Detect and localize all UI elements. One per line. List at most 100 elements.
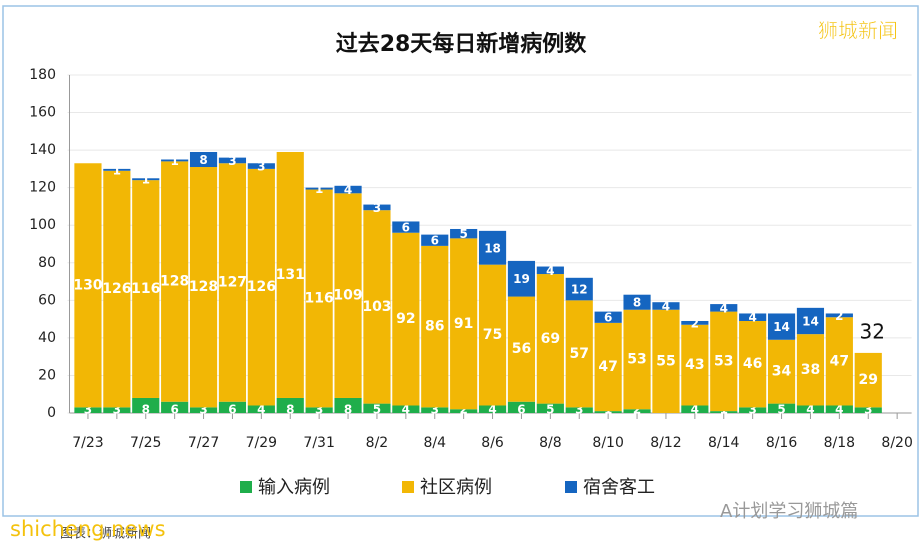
x-tick-label: 8/18 [824, 435, 855, 451]
bar-segment [854, 407, 882, 413]
data-label: 127 [218, 274, 247, 290]
bar-segment [334, 397, 362, 413]
x-tick-label: 8/14 [708, 435, 740, 451]
bar-segment [218, 163, 247, 402]
data-label: 3 [315, 403, 323, 417]
bar-segment [507, 260, 536, 297]
bar-segment [478, 264, 507, 406]
bar-segment [825, 317, 853, 406]
data-label: 56 [512, 341, 531, 357]
data-label: 4 [257, 403, 265, 417]
legend-swatch [565, 481, 577, 493]
data-label: 128 [189, 279, 218, 295]
data-label: 6 [604, 311, 612, 325]
source-note: 图表：狮城新闻 [60, 526, 151, 542]
bar-segment [681, 324, 709, 406]
bar-segment [305, 189, 333, 408]
x-tick-label: 8/8 [539, 435, 562, 451]
bar-segment [594, 322, 622, 412]
bar-segment [536, 403, 564, 413]
y-tick-label: 60 [38, 292, 56, 308]
bar-segment [450, 228, 478, 239]
data-label: 8 [633, 296, 641, 310]
data-label: 2 [691, 316, 699, 330]
data-label: 3 [748, 403, 756, 417]
y-tick-label: 20 [38, 367, 56, 383]
data-label: 126 [247, 279, 276, 295]
bar-segment [796, 307, 825, 335]
bar-segment [218, 401, 247, 413]
x-tick-label: 8/12 [650, 435, 681, 451]
data-label: 4 [835, 403, 843, 417]
bar-segment [392, 405, 420, 413]
bar-segment [161, 161, 189, 402]
data-label: 92 [396, 311, 415, 327]
data-label: 34 [772, 364, 792, 380]
bar-segment [854, 352, 882, 408]
data-label: 91 [454, 316, 473, 332]
bar-segment [421, 407, 449, 413]
bar-segment [681, 405, 709, 413]
bar-segment [825, 313, 853, 318]
x-tick-label: 8/6 [481, 435, 504, 451]
bar-segment [796, 334, 825, 406]
bar-segment [218, 157, 247, 164]
bar-segment [305, 187, 333, 190]
data-label: 75 [483, 327, 502, 343]
data-label: 4 [402, 403, 410, 417]
bar-segment [392, 221, 420, 233]
data-label: 4 [748, 311, 756, 325]
data-label: 43 [685, 357, 704, 373]
data-label: 1 [142, 173, 150, 187]
bar-segment [796, 405, 825, 413]
x-tick-label: 8/20 [881, 435, 912, 451]
data-label: 5 [546, 403, 554, 417]
data-label: 3 [228, 154, 236, 168]
y-tick-label: 160 [29, 105, 56, 121]
bar-segment [710, 311, 738, 412]
bar-segment [594, 411, 622, 413]
bar-segment [710, 411, 738, 413]
bar-segment [276, 397, 304, 413]
bar-segment [450, 409, 478, 413]
data-label: 3 [864, 403, 872, 417]
bar-segment [421, 234, 449, 246]
bar-segment [594, 311, 622, 323]
x-tick-label: 7/29 [246, 435, 277, 451]
bar-segment [363, 210, 391, 404]
data-label: 2 [835, 309, 843, 323]
watermark: shicheng.news [10, 517, 166, 541]
bar-segment [623, 409, 651, 413]
data-label: 3 [84, 403, 92, 417]
bar-segment [450, 238, 478, 410]
legend-label: 社区病例 [420, 477, 492, 498]
y-tick-label: 80 [38, 255, 56, 271]
bar-segment [132, 397, 160, 413]
x-tick-label: 7/25 [130, 435, 161, 451]
bar-segment [421, 245, 449, 408]
data-label: 47 [598, 359, 617, 375]
data-label: 19 [513, 272, 530, 286]
bar-segment [739, 320, 767, 408]
data-label: 4 [720, 301, 728, 315]
x-tick-label: 8/10 [592, 435, 623, 451]
data-label: 57 [570, 346, 589, 362]
data-label: 103 [362, 299, 391, 315]
data-label: 55 [656, 353, 675, 369]
bar-segment [478, 405, 507, 413]
bar-segment [363, 204, 391, 211]
bar-segment [189, 407, 218, 413]
bar-segment [276, 151, 304, 398]
bar-segment [767, 313, 796, 340]
y-tick-label: 120 [29, 180, 56, 196]
bar-segment [161, 401, 189, 413]
bar-segment [507, 296, 536, 402]
data-label: 131 [276, 267, 305, 283]
data-label: 4 [691, 403, 699, 417]
data-label: 2 [633, 403, 641, 417]
data-label: 1 [170, 154, 178, 168]
bar-segment [681, 320, 709, 325]
legend-swatch [240, 481, 252, 493]
bar-segment [565, 407, 593, 413]
